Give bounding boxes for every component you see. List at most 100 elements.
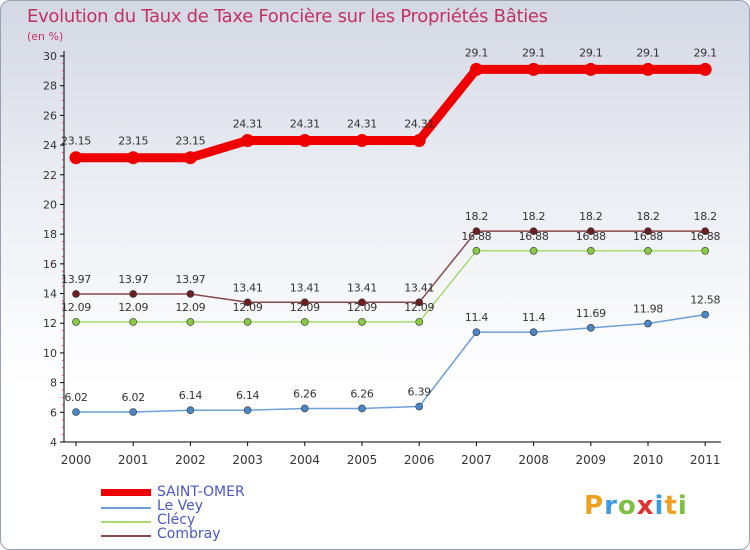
data-label-clecy: 16.88 <box>690 230 720 243</box>
y-tick-label: 16 <box>43 258 57 271</box>
data-label-le-vey: 11.69 <box>576 307 606 320</box>
y-tick-label: 20 <box>43 198 57 211</box>
y-tick-label: 18 <box>43 228 57 241</box>
x-tick-label: 2001 <box>118 453 149 467</box>
data-point-combray <box>129 290 137 298</box>
data-label-combray: 18.2 <box>694 210 717 223</box>
data-label-combray: 13.41 <box>404 281 434 294</box>
data-label-saint-omer: 29.1 <box>694 46 717 59</box>
series-line-le-vey <box>75 313 706 413</box>
data-point-combray <box>586 227 595 235</box>
legend-swatch-clecy <box>101 521 151 523</box>
y-tick-label: 28 <box>43 80 57 93</box>
y-tick-label: 4 <box>50 436 57 449</box>
data-label-saint-omer: 23.15 <box>175 135 205 148</box>
data-point-combray <box>644 227 652 235</box>
data-point-combray <box>472 227 481 235</box>
data-point-clecy <box>586 246 595 255</box>
data-point-le-vey <box>415 402 424 411</box>
data-point-saint-omer <box>469 62 483 76</box>
data-point-le-vey <box>300 404 309 413</box>
data-label-clecy: 12.09 <box>290 301 320 314</box>
data-label-saint-omer: 24.31 <box>404 117 434 130</box>
data-point-le-vey <box>701 310 710 319</box>
data-label-le-vey: 6.02 <box>122 391 145 404</box>
x-tick-label: 2008 <box>518 453 549 467</box>
data-point-le-vey <box>186 406 195 415</box>
data-label-saint-omer: 24.31 <box>290 117 320 130</box>
data-point-le-vey <box>243 406 252 415</box>
data-point-saint-omer <box>698 62 712 76</box>
data-label-le-vey: 6.14 <box>236 389 260 402</box>
series-line-combray <box>75 230 706 304</box>
data-label-clecy: 12.09 <box>404 301 434 314</box>
legend-item-combray[interactable]: Combray <box>101 526 301 542</box>
data-label-clecy: 16.88 <box>633 230 663 243</box>
proxiti-logo: Proxiti <box>584 491 688 521</box>
x-tick-label: 2007 <box>461 453 492 467</box>
data-point-saint-omer <box>584 62 598 76</box>
data-point-combray <box>529 227 538 235</box>
data-point-combray <box>186 290 195 298</box>
data-label-clecy: 16.88 <box>519 230 549 243</box>
x-tick-label: 2009 <box>576 453 607 467</box>
data-label-saint-omer: 24.31 <box>233 117 263 130</box>
x-tick-label: 2000 <box>61 453 92 467</box>
data-label-combray: 13.41 <box>347 281 377 294</box>
x-tick-label: 2006 <box>404 453 435 467</box>
chart-title: Evolution du Taux de Taxe Foncière sur l… <box>27 6 548 27</box>
data-label-clecy: 12.09 <box>233 301 263 314</box>
data-point-saint-omer <box>527 62 541 76</box>
data-label-combray: 13.97 <box>118 273 148 286</box>
data-label-le-vey: 12.58 <box>690 294 720 307</box>
data-point-clecy <box>415 318 424 326</box>
data-label-clecy: 12.09 <box>118 301 148 314</box>
x-tick-label: 2005 <box>347 453 378 467</box>
data-label-saint-omer: 29.1 <box>579 46 602 59</box>
data-label-saint-omer: 23.15 <box>61 135 91 148</box>
data-label-combray: 18.2 <box>636 210 659 223</box>
data-label-saint-omer: 29.1 <box>636 46 659 59</box>
data-point-le-vey <box>529 328 538 336</box>
data-point-clecy <box>472 246 481 255</box>
data-point-clecy <box>186 318 195 326</box>
data-label-le-vey: 6.02 <box>64 391 87 404</box>
data-point-clecy <box>358 318 366 326</box>
legend-item-clecy[interactable]: Clécy <box>101 512 301 528</box>
y-tick-label: 12 <box>43 317 57 330</box>
data-label-clecy: 12.09 <box>61 301 91 314</box>
data-point-combray <box>243 298 252 307</box>
data-point-le-vey <box>129 408 137 416</box>
legend-swatch-le-vey <box>101 507 151 509</box>
x-tick-label: 2011 <box>690 453 721 467</box>
data-label-le-vey: 11.4 <box>522 311 546 324</box>
data-label-clecy: 12.09 <box>347 301 377 314</box>
data-point-combray <box>415 298 424 307</box>
data-label-combray: 18.2 <box>579 210 602 223</box>
data-point-le-vey <box>358 404 366 413</box>
legend-label-combray: Combray <box>157 526 221 542</box>
x-tick-label: 2003 <box>232 453 263 467</box>
data-label-clecy: 16.88 <box>576 230 606 243</box>
data-point-le-vey <box>72 408 80 416</box>
logo-letter: o <box>617 491 637 521</box>
y-tick-label: 30 <box>43 50 57 63</box>
data-label-combray: 18.2 <box>522 210 545 223</box>
data-label-le-vey: 11.4 <box>465 311 489 324</box>
data-label-le-vey: 6.26 <box>293 387 317 400</box>
data-point-saint-omer <box>641 62 655 76</box>
data-label-combray: 13.97 <box>61 273 91 286</box>
data-point-saint-omer <box>69 151 83 165</box>
data-label-le-vey: 6.14 <box>179 389 203 402</box>
data-point-combray <box>300 298 309 307</box>
legend-item-saint-omer[interactable]: SAINT-OMER <box>101 484 301 500</box>
y-tick-label: 14 <box>43 288 57 301</box>
data-label-saint-omer: 29.1 <box>522 46 545 59</box>
legend-item-le-vey[interactable]: Le Vey <box>101 498 301 514</box>
legend: SAINT-OMER Le Vey Clécy Combray <box>101 484 301 542</box>
data-label-le-vey: 6.39 <box>408 386 432 399</box>
logo-letter: t <box>664 491 678 521</box>
data-point-combray <box>72 290 80 298</box>
